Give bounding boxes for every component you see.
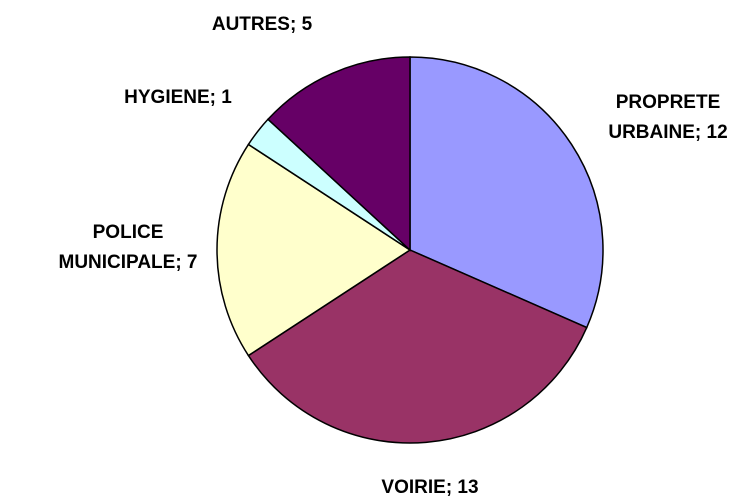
slice-label: AUTRES; 5 [211, 14, 313, 35]
slice-label: HYGIENE; 1 [124, 87, 232, 108]
slice-label: PROPRETE URBAINE; 12 [608, 92, 728, 143]
pie-slice [216, 143, 412, 357]
slice-label: VOIRIE; 13 [381, 477, 479, 498]
pie-slice [266, 56, 411, 252]
pie-slice [247, 249, 588, 444]
pie-slice [409, 56, 604, 329]
slice-label: POLICE MUNICIPALE; 7 [58, 222, 198, 273]
